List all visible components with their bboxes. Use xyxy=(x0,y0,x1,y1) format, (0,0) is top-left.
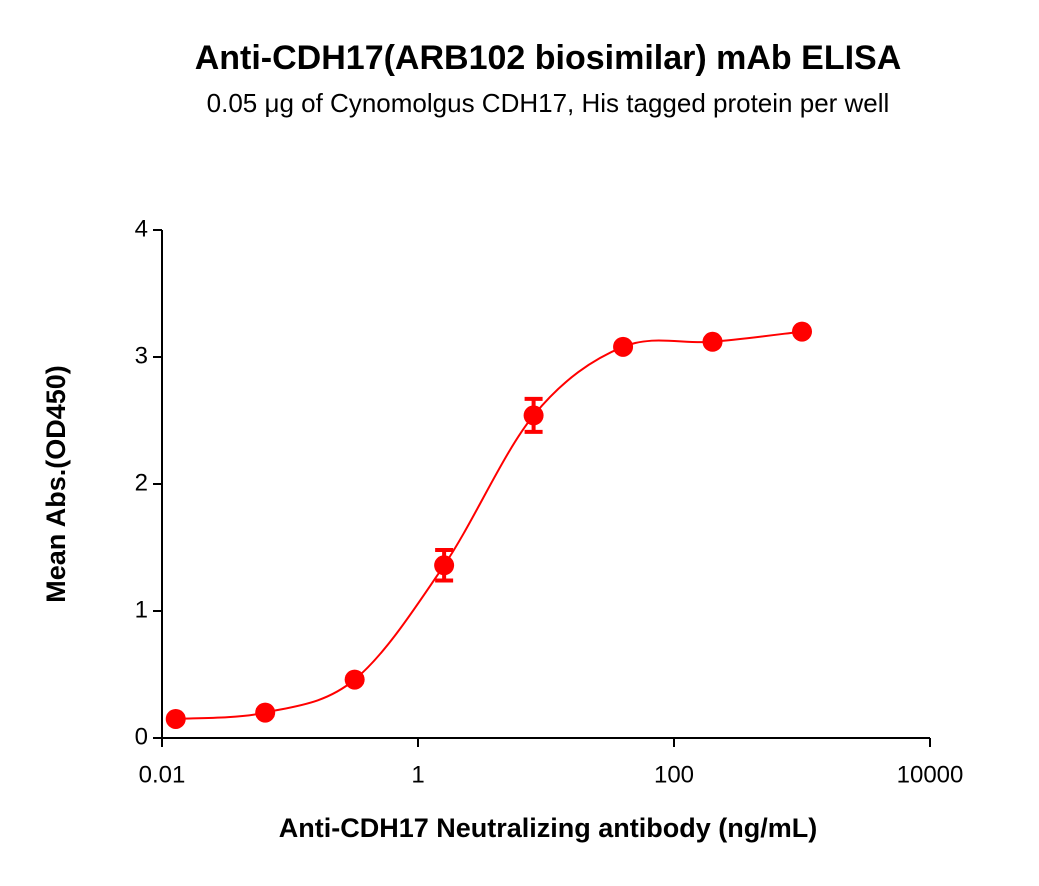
data-point xyxy=(255,702,276,723)
chart-title: Anti-CDH17(ARB102 biosimilar) mAb ELISA xyxy=(195,39,902,77)
data-point xyxy=(523,405,544,426)
data-point xyxy=(613,336,634,357)
x-tick-label: 10000 xyxy=(897,761,964,788)
x-axis-label: Anti-CDH17 Neutralizing antibody (ng/mL) xyxy=(279,813,817,843)
fit-curve xyxy=(175,330,803,720)
data-point xyxy=(344,669,365,690)
y-axis-label: Mean Abs.(OD450) xyxy=(41,365,71,603)
x-tick-label: 100 xyxy=(654,761,694,788)
data-point xyxy=(702,331,723,352)
x-tick-label: 0.01 xyxy=(139,761,186,788)
data-point xyxy=(165,708,186,729)
y-tick-label: 4 xyxy=(135,215,148,242)
chart-subtitle: 0.05 μg of Cynomolgus CDH17, His tagged … xyxy=(207,88,890,118)
x-tick-label: 1 xyxy=(411,761,424,788)
y-tick-label: 3 xyxy=(135,342,148,369)
y-tick-label: 0 xyxy=(135,723,148,750)
data-point xyxy=(434,555,455,576)
y-tick-label: 2 xyxy=(135,469,148,496)
data-point xyxy=(792,321,812,342)
y-tick-label: 1 xyxy=(135,596,148,623)
